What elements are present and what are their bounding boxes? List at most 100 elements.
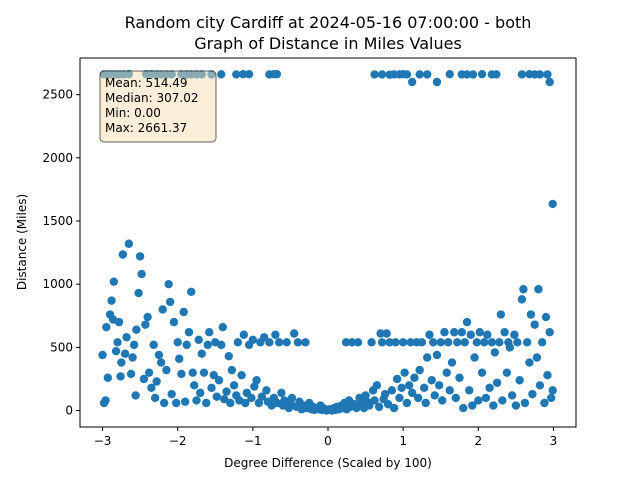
data-point (117, 358, 126, 367)
data-point (489, 401, 498, 410)
data-point (548, 199, 557, 209)
data-point (239, 330, 249, 339)
data-point (114, 317, 124, 327)
data-point (159, 398, 169, 408)
y-axis-ticks: 0 500 1000 1500 2000 2500 (42, 88, 80, 418)
data-point (149, 340, 158, 350)
data-point (389, 403, 399, 413)
data-point (526, 310, 536, 319)
data-point (490, 348, 500, 357)
data-point (430, 391, 439, 400)
data-point (429, 338, 438, 347)
data-point (462, 317, 472, 327)
data-point (385, 338, 394, 347)
data-point (513, 338, 522, 347)
data-point (413, 393, 423, 403)
data-point (481, 393, 491, 403)
data-point (462, 70, 472, 79)
data-point (181, 397, 190, 406)
data-point (547, 393, 556, 403)
data-point (365, 401, 374, 410)
data-point (483, 330, 492, 339)
data-point (192, 396, 201, 405)
data-point (152, 377, 161, 386)
data-point (247, 393, 256, 403)
data-point (545, 77, 554, 87)
x-tick-label: 3 (550, 434, 558, 448)
x-axis-ticks: −3 −2 −1 0 1 2 3 (94, 427, 558, 448)
data-point (353, 338, 363, 347)
data-point (472, 338, 481, 347)
data-point (173, 338, 182, 347)
data-point (177, 369, 186, 379)
data-point (218, 322, 227, 332)
data-point (135, 252, 145, 261)
data-point (101, 396, 110, 405)
data-point (194, 335, 203, 344)
data-point (103, 373, 113, 382)
data-point (158, 305, 167, 314)
data-point (404, 381, 414, 390)
data-point (226, 398, 235, 408)
data-point (421, 398, 430, 408)
data-point (229, 381, 239, 390)
data-point (435, 381, 444, 390)
data-point (525, 358, 534, 367)
data-point (220, 395, 229, 404)
data-point (380, 389, 390, 399)
data-point (468, 401, 477, 410)
data-point (398, 338, 408, 347)
data-point (534, 285, 543, 294)
data-point (162, 365, 171, 375)
y-tick-label: 1000 (42, 277, 73, 291)
data-point (450, 328, 459, 337)
data-point (519, 285, 528, 294)
x-tick-label: −3 (94, 434, 112, 448)
data-point (259, 333, 269, 342)
data-point (122, 333, 131, 342)
data-point (444, 338, 453, 347)
data-point (530, 320, 539, 329)
data-point (466, 330, 475, 339)
stats-max: Max: 2661.37 (105, 121, 187, 135)
data-point (129, 340, 139, 350)
data-point (224, 352, 233, 361)
data-point (118, 250, 128, 259)
data-point (143, 312, 152, 322)
data-point (459, 403, 468, 413)
y-axis-label: Distance (Miles) (15, 194, 29, 290)
data-point (535, 70, 545, 79)
data-point (237, 370, 246, 380)
stats-median: Median: 307.02 (105, 91, 199, 105)
data-point (372, 381, 382, 390)
chart-title-line1: Random city Cardiff at 2024-05-16 07:00:… (125, 13, 532, 32)
data-point (510, 330, 519, 339)
data-point (212, 392, 221, 401)
data-point (98, 350, 107, 360)
data-point (116, 372, 125, 381)
x-tick-label: −2 (169, 434, 187, 448)
y-tick-label: 2000 (42, 151, 73, 165)
data-point (474, 396, 483, 405)
data-point (197, 349, 206, 358)
data-point (233, 338, 243, 347)
data-point (537, 338, 547, 347)
data-point (511, 401, 521, 410)
data-point (164, 280, 173, 289)
data-point (392, 374, 402, 384)
stats-min: Min: 0.00 (105, 106, 161, 120)
y-tick-label: 500 (50, 340, 73, 354)
data-point (440, 328, 449, 337)
data-point (289, 329, 299, 338)
data-point (370, 396, 379, 405)
data-point (445, 69, 454, 79)
data-point (475, 328, 485, 337)
data-point (460, 338, 469, 347)
data-point (361, 391, 370, 400)
data-point (406, 338, 415, 347)
data-point (432, 350, 442, 360)
data-point (252, 376, 261, 385)
data-point (250, 382, 259, 391)
data-point (352, 403, 361, 413)
